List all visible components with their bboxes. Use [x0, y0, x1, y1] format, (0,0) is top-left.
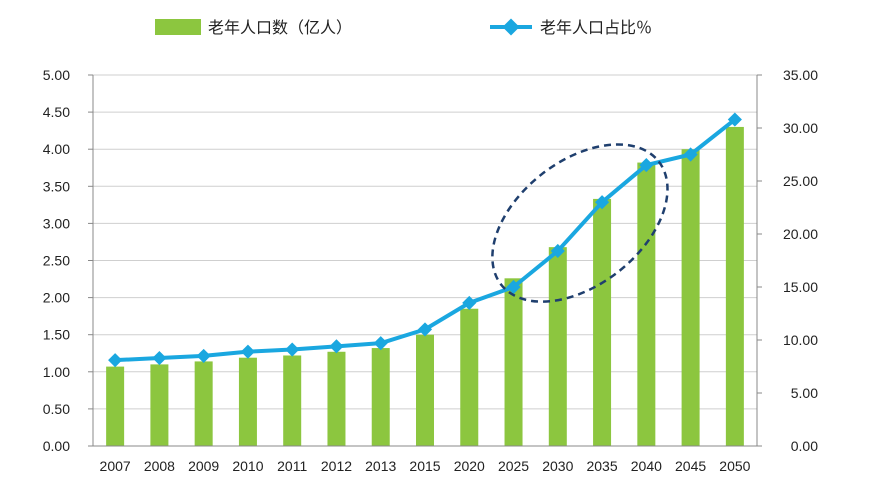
line-point	[594, 195, 610, 210]
bar-series	[106, 126, 744, 446]
line-point	[417, 322, 433, 337]
x-tick-label: 2011	[277, 458, 307, 474]
x-tick-label: 2040	[631, 458, 662, 474]
line-point	[196, 348, 211, 363]
line-point	[285, 342, 300, 357]
left-tick-label: 0.00	[43, 438, 70, 454]
right-tick-label: 0.00	[791, 438, 818, 454]
x-tick-label: 2050	[719, 458, 750, 474]
line-point	[373, 336, 388, 351]
left-tick-label: 1.00	[43, 364, 70, 380]
dashed-ellipse-annotation	[491, 143, 669, 303]
x-tick-label: 2045	[675, 458, 706, 474]
right-tick-label: 20.00	[783, 226, 818, 242]
right-tick-label: 35.00	[783, 67, 818, 83]
legend-bar-swatch	[155, 19, 201, 35]
bar	[150, 364, 169, 446]
legend-line-label: 老年人口占比％	[540, 18, 652, 37]
left-tick-label: 0.50	[43, 401, 70, 417]
line-series	[108, 112, 742, 368]
x-tick-label: 2025	[498, 458, 529, 474]
x-tick-label: 2008	[144, 458, 175, 474]
annotation	[491, 143, 669, 303]
left-tick-label: 2.00	[43, 290, 70, 306]
x-tick-label: 2007	[100, 458, 131, 474]
line-point	[550, 243, 565, 259]
left-axis-ticks: 0.00 0.50 1.00 1.50 2.00 2.50 3.00 3.50 4.00 4.50…	[43, 67, 93, 454]
left-tick-label: 4.00	[43, 141, 70, 157]
bar	[371, 348, 390, 446]
right-tick-label: 10.00	[783, 332, 818, 348]
legend-line-marker	[502, 18, 520, 36]
line-point	[506, 279, 521, 295]
line-point	[329, 339, 344, 354]
line-point	[462, 295, 477, 310]
bar	[593, 198, 612, 446]
bar	[283, 355, 302, 446]
x-tick-label: 2013	[365, 458, 396, 474]
x-tick-label: 2009	[188, 458, 219, 474]
bar	[504, 278, 523, 446]
x-axis-ticks: 2007 2008 2009 2010 2011 2012 2013 2015 2020 2025…	[100, 458, 751, 474]
x-tick-label: 2020	[454, 458, 485, 474]
line-point	[152, 350, 167, 366]
left-tick-label: 2.50	[43, 253, 70, 269]
right-tick-label: 5.00	[791, 385, 818, 401]
x-tick-label: 2030	[542, 458, 573, 474]
left-tick-label: 3.50	[43, 178, 70, 194]
x-tick-label: 2010	[232, 458, 263, 474]
bar	[681, 149, 700, 446]
bar	[106, 366, 125, 446]
right-axis-ticks: 0.00 5.00 10.00 15.00 20.00 25.00 30.00 35.00	[757, 67, 818, 454]
left-tick-label: 4.50	[43, 104, 70, 120]
x-tick-label: 2035	[586, 458, 617, 474]
line-point	[639, 158, 654, 173]
right-tick-label: 15.00	[783, 279, 818, 295]
bar	[238, 357, 257, 446]
left-tick-label: 5.00	[43, 67, 70, 83]
bar	[460, 308, 479, 446]
x-tick-label: 2012	[321, 458, 352, 474]
bar	[725, 126, 744, 446]
right-tick-label: 25.00	[783, 173, 818, 189]
line-point	[108, 353, 123, 368]
bar	[637, 162, 656, 446]
right-tick-label: 30.00	[783, 120, 818, 136]
line-point	[240, 344, 256, 359]
bar	[327, 351, 346, 446]
bar	[194, 361, 213, 446]
line-point	[727, 112, 742, 127]
line-point	[683, 147, 698, 162]
legend: 老年人口数（亿人） 老年人口占比％	[155, 18, 652, 37]
legend-bar-label: 老年人口数（亿人）	[208, 18, 352, 37]
x-tick-label: 2015	[409, 458, 440, 474]
left-tick-label: 1.50	[43, 327, 70, 343]
bar	[416, 334, 434, 446]
bar	[548, 247, 567, 446]
left-tick-label: 3.00	[43, 215, 70, 231]
